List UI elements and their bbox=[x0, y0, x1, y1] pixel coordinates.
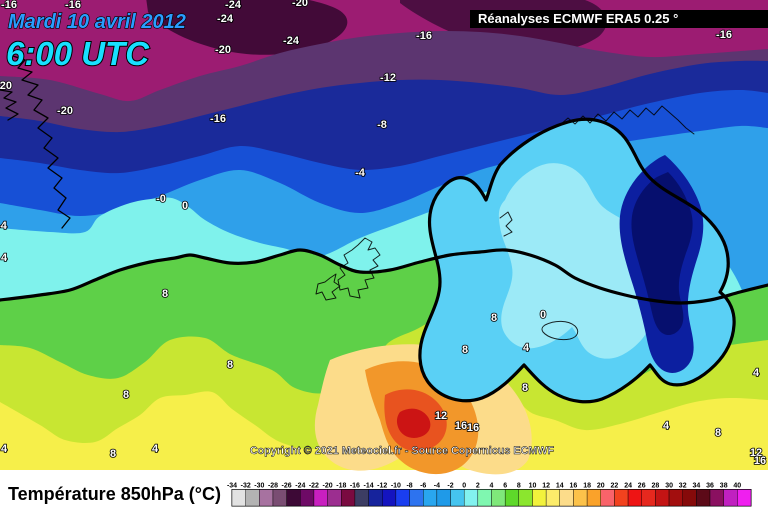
svg-text:Réanalyses ECMWF ERA5 0.25 °: Réanalyses ECMWF ERA5 0.25 ° bbox=[478, 11, 678, 26]
svg-text:-24: -24 bbox=[295, 483, 305, 490]
svg-text:34: 34 bbox=[693, 483, 701, 490]
svg-text:-10: -10 bbox=[391, 483, 401, 490]
svg-text:12: 12 bbox=[435, 410, 447, 422]
svg-text:8: 8 bbox=[715, 427, 721, 439]
svg-text:8: 8 bbox=[491, 312, 497, 324]
svg-text:4: 4 bbox=[152, 443, 159, 455]
svg-text:4: 4 bbox=[523, 342, 530, 354]
svg-text:-20: -20 bbox=[0, 80, 12, 92]
svg-text:16: 16 bbox=[570, 483, 578, 490]
svg-text:8: 8 bbox=[162, 288, 168, 300]
svg-text:-16: -16 bbox=[1, 0, 17, 11]
svg-text:6:00 UTC: 6:00 UTC bbox=[6, 35, 150, 72]
svg-text:8: 8 bbox=[522, 382, 528, 394]
svg-text:Copyright © 2021 Meteociel.fr: Copyright © 2021 Meteociel.fr - Source C… bbox=[250, 445, 555, 457]
svg-text:-20: -20 bbox=[292, 0, 308, 9]
svg-text:6: 6 bbox=[503, 483, 507, 490]
svg-text:0: 0 bbox=[540, 309, 546, 321]
svg-text:30: 30 bbox=[665, 483, 673, 490]
svg-text:12: 12 bbox=[542, 483, 550, 490]
svg-text:10: 10 bbox=[529, 483, 537, 490]
svg-text:28: 28 bbox=[652, 483, 660, 490]
svg-text:-30: -30 bbox=[254, 483, 264, 490]
svg-text:16: 16 bbox=[754, 455, 766, 467]
svg-text:-8: -8 bbox=[377, 119, 387, 131]
svg-text:-22: -22 bbox=[309, 483, 319, 490]
svg-text:0: 0 bbox=[462, 483, 466, 490]
svg-text:-12: -12 bbox=[377, 483, 387, 490]
svg-text:-24: -24 bbox=[217, 13, 234, 25]
svg-text:-16: -16 bbox=[65, 0, 81, 11]
svg-text:0: 0 bbox=[182, 200, 188, 212]
svg-text:20: 20 bbox=[597, 483, 605, 490]
svg-text:-20: -20 bbox=[57, 105, 73, 117]
svg-text:4: 4 bbox=[1, 252, 8, 264]
svg-text:-24: -24 bbox=[283, 35, 300, 47]
svg-text:-18: -18 bbox=[336, 483, 346, 490]
svg-text:14: 14 bbox=[556, 483, 564, 490]
svg-text:-16: -16 bbox=[210, 113, 226, 125]
svg-text:-0: -0 bbox=[156, 193, 166, 205]
svg-text:-16: -16 bbox=[716, 29, 732, 41]
svg-text:8: 8 bbox=[227, 359, 233, 371]
svg-text:-4: -4 bbox=[0, 220, 8, 232]
svg-text:Température 850hPa (°C): Température 850hPa (°C) bbox=[8, 484, 221, 504]
svg-text:4: 4 bbox=[490, 483, 494, 490]
svg-text:-6: -6 bbox=[420, 483, 426, 490]
svg-text:40: 40 bbox=[733, 483, 741, 490]
svg-text:-28: -28 bbox=[268, 483, 278, 490]
svg-text:8: 8 bbox=[517, 483, 521, 490]
svg-text:22: 22 bbox=[611, 483, 619, 490]
svg-text:-4: -4 bbox=[434, 483, 440, 490]
svg-text:-16: -16 bbox=[416, 30, 432, 42]
svg-text:16: 16 bbox=[467, 422, 479, 434]
svg-text:2: 2 bbox=[476, 483, 480, 490]
svg-text:4: 4 bbox=[663, 420, 670, 432]
svg-text:-32: -32 bbox=[241, 483, 251, 490]
svg-text:8: 8 bbox=[123, 389, 129, 401]
svg-text:Mardi 10 avril 2012: Mardi 10 avril 2012 bbox=[8, 11, 186, 33]
svg-text:4: 4 bbox=[1, 443, 8, 455]
svg-text:8: 8 bbox=[462, 344, 468, 356]
svg-text:-26: -26 bbox=[282, 483, 292, 490]
svg-text:-2: -2 bbox=[447, 483, 453, 490]
svg-text:36: 36 bbox=[706, 483, 714, 490]
svg-text:38: 38 bbox=[720, 483, 728, 490]
svg-text:-4: -4 bbox=[355, 167, 366, 179]
svg-text:32: 32 bbox=[679, 483, 687, 490]
svg-text:4: 4 bbox=[753, 367, 760, 379]
svg-text:26: 26 bbox=[638, 483, 646, 490]
svg-text:-14: -14 bbox=[364, 483, 374, 490]
svg-text:-12: -12 bbox=[380, 72, 396, 84]
svg-text:18: 18 bbox=[583, 483, 591, 490]
svg-text:-8: -8 bbox=[406, 483, 412, 490]
svg-text:-20: -20 bbox=[215, 44, 231, 56]
svg-text:-16: -16 bbox=[350, 483, 360, 490]
svg-text:8: 8 bbox=[110, 448, 116, 460]
svg-text:-24: -24 bbox=[225, 0, 242, 11]
svg-text:-20: -20 bbox=[323, 483, 333, 490]
svg-text:-34: -34 bbox=[227, 483, 237, 490]
svg-text:16: 16 bbox=[455, 420, 467, 432]
svg-text:24: 24 bbox=[624, 483, 632, 490]
